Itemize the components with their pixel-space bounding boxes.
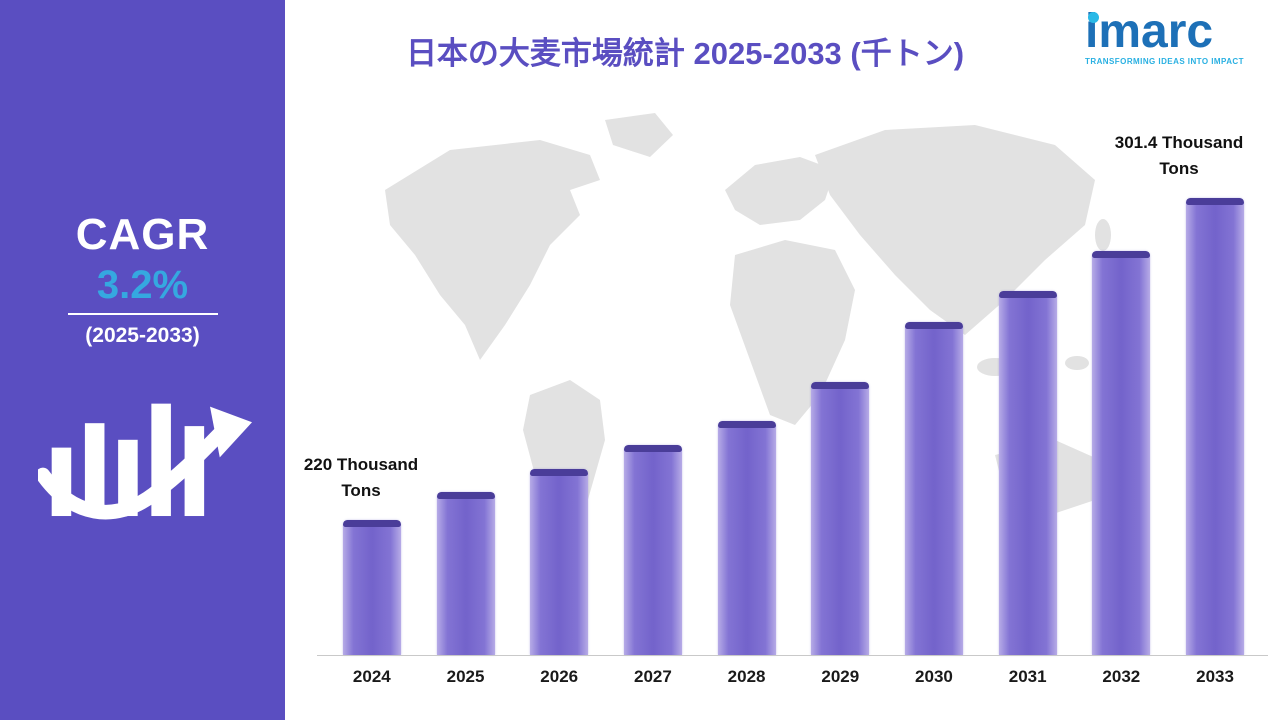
x-axis-label: 2024 bbox=[352, 667, 391, 686]
bar-2024 bbox=[342, 520, 401, 655]
cagr-label: CAGR bbox=[75, 210, 210, 259]
logo-text: imarc bbox=[1085, 5, 1214, 58]
x-axis-label: 2027 bbox=[633, 667, 672, 686]
bar-2033 bbox=[1186, 198, 1245, 655]
imarc-logo: imarc TRANSFORMING IDEAS INTO IMPACT bbox=[1085, 8, 1265, 67]
x-axis-label: 2030 bbox=[915, 667, 953, 686]
last-bar-value-label: 301.4 Thousand Tons bbox=[1114, 133, 1244, 178]
x-axis-label: 2025 bbox=[446, 667, 485, 686]
x-axis-line bbox=[317, 655, 1268, 656]
bar-2032 bbox=[1092, 251, 1151, 655]
bar-chart: 2024 2025 2026 2027 2028 2029 2030 2031 2032 2033 bbox=[325, 185, 1262, 686]
bar-2028 bbox=[717, 421, 776, 655]
logo-wordmark: imarc bbox=[1085, 8, 1213, 56]
bar-slot: 2030 bbox=[904, 185, 964, 686]
logo-tagline: TRANSFORMING IDEAS INTO IMPACT bbox=[1085, 57, 1244, 66]
growth-chart-icon bbox=[38, 403, 253, 520]
x-axis-label: 2029 bbox=[821, 667, 860, 686]
bar-slot: 2025 bbox=[436, 185, 496, 686]
x-axis-label: 2032 bbox=[1102, 667, 1141, 686]
x-axis-label: 2026 bbox=[540, 667, 579, 686]
bar-slot: 2031 bbox=[998, 185, 1058, 686]
bar-slot: 2026 bbox=[529, 185, 589, 686]
bar-slot: 2027 bbox=[623, 185, 683, 686]
x-axis-label: 2031 bbox=[1008, 667, 1047, 686]
first-bar-value-label: 220 Thousand Tons bbox=[303, 455, 419, 500]
bar-slot: 2032 bbox=[1091, 185, 1151, 686]
cagr-divider bbox=[68, 313, 218, 315]
x-axis-label: 2033 bbox=[1196, 667, 1234, 686]
bar-2026 bbox=[530, 469, 589, 655]
chart-area: 日本の大麦市場統計 2025-2033 (千トン) imarc TRANSFOR… bbox=[285, 0, 1280, 720]
bar-2031 bbox=[998, 291, 1057, 655]
x-axis-label: 2028 bbox=[727, 667, 766, 686]
bar-slot: 2024 bbox=[342, 185, 402, 686]
chart-title: 日本の大麦市場統計 2025-2033 (千トン) bbox=[405, 36, 965, 71]
logo-dot-icon bbox=[1088, 12, 1099, 23]
bar-slot: 2028 bbox=[717, 185, 777, 686]
cagr-value: 3.2% bbox=[96, 263, 189, 307]
cagr-period: (2025-2033) bbox=[85, 324, 200, 347]
bar-2029 bbox=[811, 382, 870, 655]
bar-2027 bbox=[623, 445, 682, 655]
bar-2025 bbox=[436, 492, 495, 655]
bar-slot: 2033 bbox=[1185, 185, 1245, 686]
bar-2030 bbox=[904, 322, 963, 655]
cagr-sidebar: CAGR 3.2% (2025-2033) bbox=[0, 0, 285, 720]
bar-slot: 2029 bbox=[810, 185, 870, 686]
